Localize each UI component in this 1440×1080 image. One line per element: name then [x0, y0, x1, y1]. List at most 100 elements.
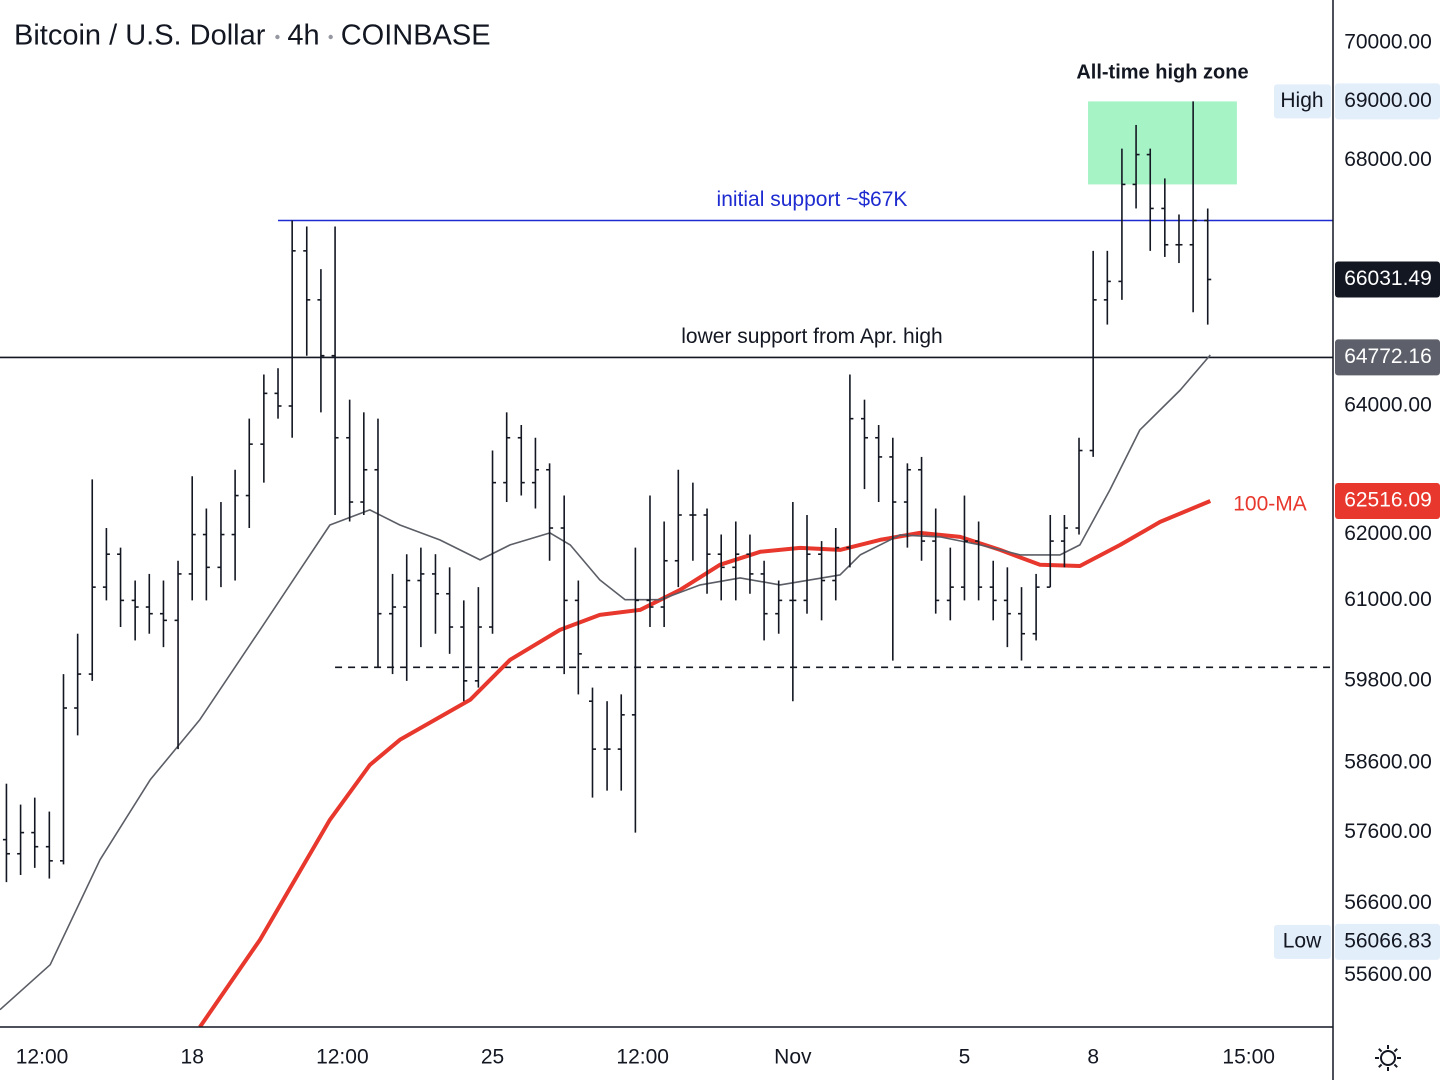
ohlc-bar — [903, 463, 911, 548]
ohlc-bar — [331, 226, 339, 516]
ohlc-bar — [174, 560, 182, 750]
x-tick-label: 5 — [959, 1046, 971, 1069]
ohlc-bar — [875, 425, 883, 503]
marker-name: Low — [1283, 929, 1322, 952]
plot-area — [0, 101, 1333, 1027]
ohlc-bar — [59, 674, 67, 865]
ohlc-bar — [389, 573, 397, 675]
ohlc-bar — [460, 600, 468, 702]
y-tick-label: 68000.00 — [1344, 148, 1432, 171]
ohlc-bar — [732, 521, 740, 601]
ohlc-bar — [374, 418, 382, 668]
title-group: Bitcoin / U.S. Dollar 4h COINBASE — [14, 20, 491, 52]
zone-label: All-time high zone — [1076, 62, 1248, 84]
chart-title: Bitcoin / U.S. Dollar — [14, 20, 266, 52]
ma-price-text: 62516.09 — [1344, 489, 1432, 512]
y-tick-label: 59800.00 — [1344, 668, 1432, 691]
ohlc-bar — [946, 547, 954, 621]
last-price-text: 66031.49 — [1344, 267, 1432, 290]
ohlc-bar — [775, 580, 783, 634]
ma-price-box — [1335, 482, 1440, 519]
ohlc-bar — [145, 573, 153, 634]
y-tick-label: 70000.00 — [1344, 31, 1432, 54]
marker-value-text: 56066.83 — [1344, 929, 1432, 952]
settings-icon-circle[interactable] — [1380, 1050, 1396, 1066]
ohlc-bar — [932, 508, 940, 614]
y-tick-label: 64000.00 — [1344, 394, 1432, 417]
ohlc-bar — [660, 521, 668, 628]
ohlc-bar — [131, 580, 139, 641]
ohlc-bar — [889, 437, 897, 661]
ohlc-bar — [88, 479, 96, 681]
x-tick-label: 12:00 — [16, 1046, 69, 1069]
y-tick-label: 58600.00 — [1344, 750, 1432, 773]
ohlc-bar — [2, 783, 10, 883]
ohlc-bar — [231, 469, 239, 581]
ohlc-bar — [603, 701, 611, 791]
exchange: COINBASE — [341, 20, 491, 52]
interval: 4h — [287, 20, 319, 52]
ohlc-bar — [1103, 250, 1111, 325]
y-tick-label: 61000.00 — [1344, 588, 1432, 611]
x-tick-label: 12:00 — [616, 1046, 669, 1069]
y-tick-label: 62000.00 — [1344, 522, 1432, 545]
settings-icon[interactable] — [1375, 1045, 1401, 1071]
ohlc-bar — [1075, 437, 1083, 535]
marker-name-box — [1274, 924, 1331, 959]
marker-value-box — [1335, 83, 1440, 120]
ohlc-bar — [760, 560, 768, 641]
settings-icon-rays[interactable] — [1375, 1045, 1401, 1071]
y-tick-label: 57600.00 — [1344, 820, 1432, 843]
ohlc-bar — [417, 547, 425, 648]
ohlc-bar — [188, 476, 196, 601]
ohlc-bar — [631, 547, 639, 833]
ohlc-bar — [717, 534, 725, 601]
ohlc-bar — [918, 456, 926, 561]
ohlc-bar — [360, 412, 368, 516]
x-tick-label: 12:00 — [316, 1046, 369, 1069]
ohlc-bar — [1003, 567, 1011, 648]
ohlc-bar — [860, 399, 868, 490]
ohlc-bar — [274, 368, 282, 419]
ohlc-bar — [159, 580, 167, 648]
ohlc-bar — [117, 547, 125, 628]
ohlc-bar — [1032, 573, 1040, 641]
moving-average — [198, 499, 1212, 1027]
ohlc-bar — [818, 541, 826, 621]
level-price-box — [1335, 339, 1440, 376]
ohlc-bar — [1189, 101, 1197, 313]
ohlc-bar — [832, 528, 840, 601]
ohlc-bar — [1161, 178, 1169, 257]
ohlc-bar — [975, 521, 983, 601]
y-tick-label: 56600.00 — [1344, 891, 1432, 914]
ohlc-bar — [1060, 515, 1068, 568]
ohlc-bar — [202, 508, 210, 601]
ohlc-bar — [1132, 124, 1140, 209]
ohlc-bar — [546, 463, 554, 561]
ohlc-bar — [245, 418, 253, 529]
ohlc-bar — [303, 226, 311, 356]
ohlc-bar — [346, 399, 354, 522]
ohlc-bar — [789, 502, 797, 702]
level-label: lower support from Apr. high — [681, 325, 942, 348]
x-tick-label: 15:00 — [1222, 1046, 1275, 1069]
title-separator — [328, 34, 333, 40]
ohlc-bar — [646, 495, 654, 628]
ohlc-bar — [746, 534, 754, 594]
ohlc-bar — [689, 482, 697, 561]
marker-value-text: 69000.00 — [1344, 89, 1432, 112]
ohlc-bar — [17, 804, 25, 876]
ohlc-bar — [260, 374, 268, 483]
last-price-box — [1335, 261, 1440, 298]
ohlc-bar — [1175, 214, 1183, 264]
marker-name-box — [1274, 84, 1331, 119]
ohlc-bar — [703, 508, 711, 594]
ohlc-bar — [317, 269, 325, 413]
ohlc-bar — [588, 687, 596, 798]
x-tick-label: 25 — [481, 1046, 504, 1069]
ohlc-bar — [1146, 148, 1154, 251]
level-price-text: 64772.16 — [1344, 345, 1432, 368]
y-tick-label: 55600.00 — [1344, 963, 1432, 986]
ohlc-bar — [803, 515, 811, 614]
